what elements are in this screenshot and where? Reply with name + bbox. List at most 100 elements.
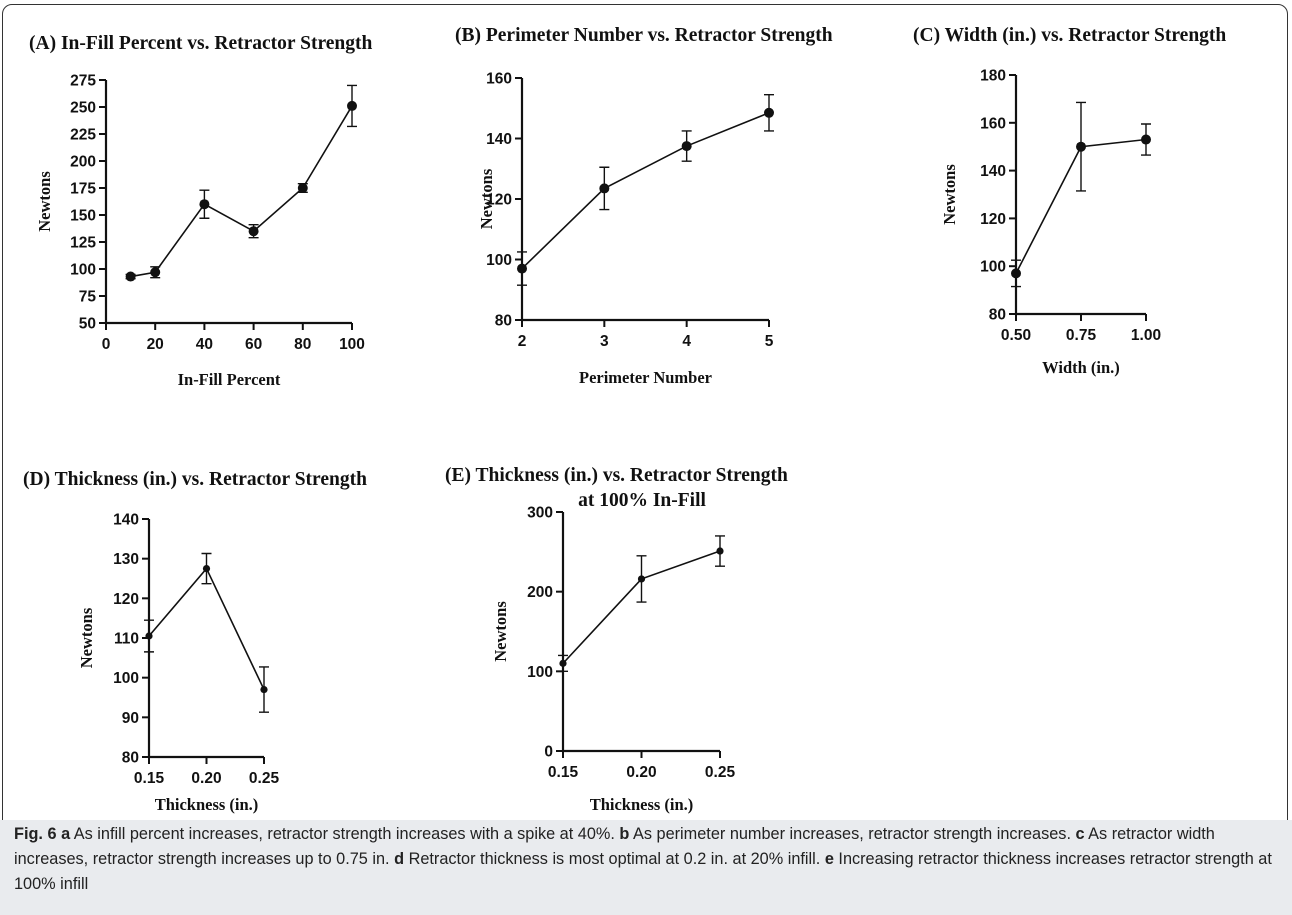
chart-panel-b: (B) Perimeter Number vs. Retractor Stren…	[455, 25, 833, 387]
y-tick-label-a: 175	[70, 181, 96, 198]
data-point-e	[716, 547, 724, 555]
data-point-c	[1076, 141, 1086, 152]
y-tick-label-a: 125	[70, 235, 96, 252]
x-tick-label-a: 60	[245, 336, 262, 353]
x-tick-label-b: 4	[682, 333, 691, 350]
chart-title-b: (B) Perimeter Number vs. Retractor Stren…	[455, 25, 833, 46]
x-tick-label-e: 0.25	[705, 764, 736, 781]
x-tick-label-c: 1.00	[1131, 327, 1161, 344]
data-point-d	[145, 632, 153, 640]
x-axis-label-d: Thickness (in.)	[155, 795, 259, 814]
chart-title-a: (A) In-Fill Percent vs. Retractor Streng…	[29, 33, 372, 54]
y-tick-label-d: 110	[114, 631, 139, 648]
y-tick-label-b: 120	[486, 192, 512, 209]
y-tick-label-c: 140	[980, 163, 1006, 180]
figure-caption: Fig. 6 a As infill percent increases, re…	[14, 822, 1280, 897]
caption-text-e: Increasing retractor thickness increases…	[14, 850, 1272, 893]
caption-fig-label: Fig. 6	[14, 825, 57, 843]
y-tick-label-c: 180	[980, 68, 1006, 85]
x-tick-label-c: 0.50	[1001, 327, 1031, 344]
x-tick-label-a: 0	[102, 336, 111, 353]
x-axis-label-b: Perimeter Number	[579, 368, 712, 387]
y-tick-label-e: 200	[527, 584, 553, 601]
x-axis-label-a: In-Fill Percent	[178, 370, 281, 389]
y-axis-label-a: Newtons	[35, 171, 54, 232]
data-point-c	[1011, 268, 1021, 279]
x-tick-label-e: 0.15	[548, 764, 579, 781]
y-tick-label-d: 80	[122, 750, 139, 767]
data-point-c	[1141, 134, 1151, 145]
series-line-d	[148, 567, 265, 690]
x-tick-label-b: 3	[600, 333, 609, 350]
y-tick-label-b: 140	[486, 131, 512, 148]
y-axis-label-c: Newtons	[940, 164, 959, 225]
caption-label-b: b	[619, 825, 630, 843]
axis-lines-e	[561, 512, 720, 753]
y-tick-label-c: 80	[989, 307, 1006, 324]
y-tick-label-a: 200	[70, 154, 96, 171]
x-axis-label-c: Width (in.)	[1042, 358, 1120, 377]
caption-label-d: d	[394, 850, 405, 868]
data-point-e	[637, 575, 646, 583]
chart-title-line2-e: at 100% In-Fill	[578, 490, 706, 511]
x-tick-label-e: 0.20	[626, 764, 656, 781]
y-tick-label-a: 50	[79, 316, 96, 333]
caption-text-d: Retractor thickness is most optimal at 0…	[404, 850, 825, 868]
data-point-b	[764, 107, 774, 118]
x-tick-label-c: 0.75	[1066, 327, 1097, 344]
data-point-d	[260, 685, 268, 694]
y-tick-label-b: 80	[495, 313, 512, 330]
y-tick-label-c: 120	[980, 211, 1006, 228]
chart-panel-e: (E) Thickness (in.) vs. Retractor Streng…	[445, 465, 788, 814]
x-tick-label-a: 20	[147, 336, 164, 353]
y-tick-label-a: 225	[70, 127, 96, 144]
caption-text-a: As infill percent increases, retractor s…	[70, 825, 620, 843]
y-tick-label-b: 100	[486, 252, 512, 269]
y-tick-label-d: 140	[113, 512, 139, 529]
caption-label-c: c	[1075, 825, 1085, 843]
data-point-b	[517, 263, 527, 274]
caption-background	[0, 820, 1292, 915]
chart-title-c: (C) Width (in.) vs. Retractor Strength	[913, 25, 1226, 46]
data-point-b	[599, 183, 610, 194]
chart-title-e: (E) Thickness (in.) vs. Retractor Streng…	[445, 465, 788, 486]
data-point-a	[150, 267, 161, 278]
y-tick-label-e: 0	[544, 744, 553, 761]
data-point-a	[199, 199, 210, 210]
data-point-a	[297, 183, 308, 193]
data-point-b	[681, 141, 692, 152]
figure-panels: (A) In-Fill Percent vs. Retractor Streng…	[23, 25, 1226, 814]
data-point-e	[559, 659, 567, 667]
series-line-b	[521, 112, 770, 270]
chart-panel-c: (C) Width (in.) vs. Retractor Strength 80…	[913, 25, 1226, 377]
caption-text-c: As retractor width increases, retractor …	[14, 825, 1215, 868]
y-tick-label-e: 100	[527, 664, 553, 681]
y-tick-label-d: 130	[113, 551, 139, 568]
chart-panel-a: (A) In-Fill Percent vs. Retractor Streng…	[29, 33, 372, 389]
caption-label-e: e	[824, 850, 834, 868]
y-tick-label-a: 275	[70, 73, 96, 90]
x-axis-label-e: Thickness (in.)	[590, 795, 694, 814]
y-tick-label-e: 300	[527, 505, 553, 522]
y-tick-label-b: 160	[486, 71, 512, 88]
data-point-a	[125, 271, 136, 282]
chart-title-d: (D) Thickness (in.) vs. Retractor Streng…	[23, 469, 367, 490]
y-axis-label-e: Newtons	[491, 601, 510, 662]
y-tick-label-a: 250	[70, 100, 96, 117]
axis-lines-b	[520, 78, 769, 322]
y-tick-label-a: 100	[70, 262, 96, 279]
x-tick-label-a: 80	[294, 336, 311, 353]
x-tick-label-b: 2	[518, 333, 527, 350]
caption-text-b: As perimeter number increases, retractor…	[629, 825, 1076, 843]
data-point-a	[248, 226, 259, 237]
y-tick-label-d: 90	[122, 710, 139, 727]
x-tick-label-d: 0.20	[191, 770, 221, 787]
y-tick-label-d: 120	[113, 591, 139, 608]
data-point-a	[347, 100, 357, 111]
y-tick-label-c: 160	[980, 115, 1006, 132]
axis-lines-a	[104, 80, 352, 325]
x-tick-label-a: 40	[196, 336, 213, 353]
x-tick-label-d: 0.25	[249, 770, 280, 787]
y-tick-label-a: 75	[79, 289, 97, 306]
data-point-d	[202, 564, 211, 573]
